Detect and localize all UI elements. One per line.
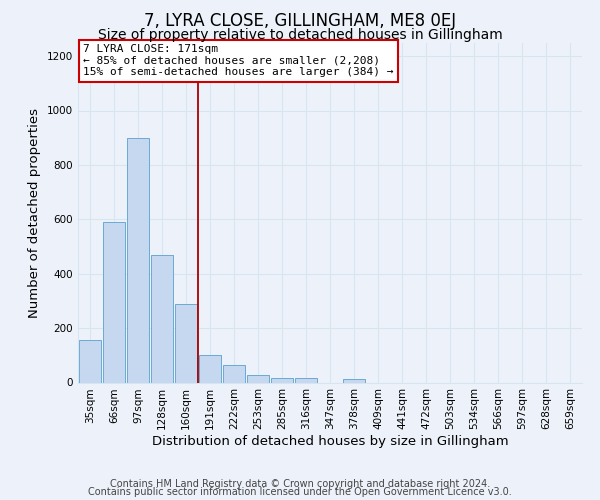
Text: Contains HM Land Registry data © Crown copyright and database right 2024.: Contains HM Land Registry data © Crown c… — [110, 479, 490, 489]
Text: 7, LYRA CLOSE, GILLINGHAM, ME8 0EJ: 7, LYRA CLOSE, GILLINGHAM, ME8 0EJ — [144, 12, 456, 30]
Text: 7 LYRA CLOSE: 171sqm
← 85% of detached houses are smaller (2,208)
15% of semi-de: 7 LYRA CLOSE: 171sqm ← 85% of detached h… — [83, 44, 394, 78]
Bar — [199, 356, 221, 382]
Text: Contains public sector information licensed under the Open Government Licence v3: Contains public sector information licen… — [88, 487, 512, 497]
Bar — [79, 340, 101, 382]
Bar — [103, 222, 125, 382]
Y-axis label: Number of detached properties: Number of detached properties — [28, 108, 41, 318]
X-axis label: Distribution of detached houses by size in Gillingham: Distribution of detached houses by size … — [152, 435, 508, 448]
Bar — [271, 378, 293, 382]
Bar — [343, 379, 365, 382]
Text: Size of property relative to detached houses in Gillingham: Size of property relative to detached ho… — [98, 28, 502, 42]
Bar — [295, 378, 317, 382]
Bar — [127, 138, 149, 382]
Bar — [223, 365, 245, 382]
Bar — [175, 304, 197, 382]
Bar — [151, 254, 173, 382]
Bar — [247, 375, 269, 382]
